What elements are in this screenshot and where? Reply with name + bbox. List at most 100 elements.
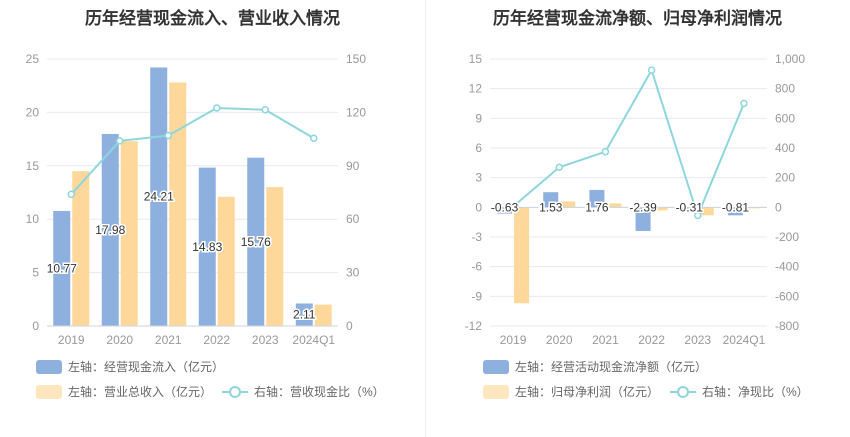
- y-axis-left-tick: -3: [471, 230, 482, 244]
- y-axis-left-tick: -6: [471, 260, 482, 274]
- legend-swatch: [36, 384, 62, 399]
- data-label: 1.76: [585, 200, 609, 214]
- y-axis-right-tick: -400: [775, 260, 799, 274]
- data-label: 17.98: [95, 223, 125, 237]
- x-axis-tick: 2024Q1: [292, 333, 335, 347]
- bar-series-2: [560, 201, 576, 208]
- y-axis-right-tick: 90: [346, 159, 360, 173]
- data-label: 14.83: [192, 240, 222, 254]
- bar-series-2: [266, 187, 284, 326]
- bar-series-2: [514, 207, 530, 304]
- x-axis-tick: 2020: [546, 333, 573, 347]
- chart-panel-cashflow-revenue: 历年经营现金流入、营业收入情况 0 5 10 15 20 25 0 30 60 90 120 150 2…: [26, 9, 385, 400]
- y-axis-left-tick: 12: [469, 82, 483, 96]
- y-axis-right-tick: 600: [775, 111, 795, 125]
- line-point: [164, 131, 172, 140]
- line-series: [70, 106, 315, 195]
- y-axis-left-tick: 5: [32, 266, 39, 280]
- y-axis-left-tick: 15: [26, 159, 40, 173]
- y-axis-right-tick: 200: [775, 171, 795, 185]
- bar-series-1: [589, 189, 605, 208]
- bar-series-2: [652, 207, 668, 211]
- y-axis-left-tick: 9: [475, 111, 482, 125]
- line-point: [740, 99, 748, 108]
- x-axis-tick: 2024Q1: [723, 333, 766, 347]
- legend-item-line[interactable]: 右轴：营收现金比（%）: [222, 383, 385, 400]
- y-axis-right-tick: 400: [775, 141, 795, 155]
- bar-series-2: [314, 304, 332, 326]
- x-axis-tick: 2021: [155, 333, 182, 347]
- x-axis-tick: 2019: [500, 333, 527, 347]
- data-label: 24.21: [144, 190, 174, 204]
- bar-series-1: [198, 167, 216, 326]
- legend-item-bar1[interactable]: 左轴：经营活动现金流净额（亿元）: [483, 358, 707, 375]
- bar-series-1: [543, 192, 559, 208]
- chart-title: 历年经营现金流入、营业收入情况: [85, 9, 340, 28]
- line-point: [647, 66, 656, 74]
- bar-series-1: [295, 303, 313, 326]
- data-label: 2.11: [293, 308, 316, 322]
- data-label: -2.39: [629, 200, 657, 214]
- chart-svg: 0 5 10 15 20 25 0 30 60 90 120 150 2019 2020 2021 2022 2…: [26, 52, 367, 347]
- legend-item-bar2[interactable]: 左轴：归母净利润（亿元）: [483, 383, 659, 400]
- legend-item-bar2[interactable]: 左轴：营业总收入（亿元）: [36, 383, 212, 400]
- y-axis-right-tick: 60: [346, 212, 360, 226]
- y-axis-right-tick: 0: [346, 319, 353, 333]
- bar-series-2: [606, 203, 622, 208]
- line-point: [116, 137, 124, 145]
- legend-swatch: [36, 359, 62, 374]
- y-axis-left-tick: 0: [32, 319, 39, 333]
- y-axis-right-tick: -800: [775, 319, 799, 333]
- legend-item-bar1[interactable]: 左轴：经营现金流入（亿元）: [36, 358, 224, 375]
- y-axis-right-tick: 0: [775, 200, 782, 214]
- bar-series-1: [53, 210, 71, 326]
- bar-series-1: [497, 207, 513, 214]
- y-axis-left-tick: 25: [26, 52, 40, 66]
- y-axis-left-tick: 15: [469, 52, 483, 66]
- data-label: 1.53: [539, 200, 563, 214]
- y-axis-right-tick: 150: [346, 52, 366, 66]
- y-axis-right-tick: 1,000: [775, 52, 805, 66]
- bar-series-2: [169, 82, 187, 326]
- panel-divider: [425, 0, 426, 437]
- line-point: [555, 163, 563, 172]
- data-label: -0.81: [722, 200, 750, 214]
- x-axis-tick: 2022: [203, 333, 230, 347]
- y-axis-right-tick: 800: [775, 82, 795, 96]
- x-axis-tick: 2022: [638, 333, 665, 347]
- x-axis-tick: 2021: [592, 333, 619, 347]
- data-label: 10.77: [47, 261, 77, 275]
- x-axis-tick: 2023: [252, 333, 279, 347]
- line-point: [601, 147, 610, 156]
- chart-svg: -12 -9 -6 -3 0 3 6 9 12 15 -800 -600 -400 -200 0 200 400…: [465, 52, 806, 347]
- y-axis-left-tick: 6: [475, 141, 482, 155]
- y-axis-left-tick: -9: [471, 289, 482, 303]
- legend-label: 左轴：经营现金流入（亿元）: [68, 360, 225, 374]
- y-axis-left-tick: 10: [26, 212, 40, 226]
- legend-item-line[interactable]: 右轴：净现比（%）: [670, 383, 809, 400]
- chart-panel-netcashflow-profit: 历年经营现金流净额、归母净利润情况 -12 -9 -6 -3 0 3 6 9 12 15 -800-…: [425, 0, 850, 437]
- y-axis-right-tick: 30: [346, 266, 360, 280]
- legend-label: 右轴：营收现金比（%）: [254, 385, 385, 399]
- y-axis-left-tick: 20: [26, 105, 40, 119]
- line-point: [67, 190, 75, 199]
- x-axis-tick: 2019: [58, 333, 85, 347]
- line-point: [694, 211, 702, 220]
- line-series: [512, 67, 745, 219]
- bar-series-1: [101, 133, 119, 326]
- y-axis-right-tick: 120: [346, 105, 366, 119]
- legend-line-marker: [222, 385, 248, 399]
- bar-series-1: [727, 207, 743, 216]
- legend-label: 右轴：净现比（%）: [702, 385, 809, 399]
- data-label: -0.63: [491, 200, 519, 214]
- y-axis-left-tick: 0: [475, 200, 482, 214]
- bar-series-1: [635, 207, 651, 231]
- data-label: -0.31: [676, 200, 704, 214]
- y-axis-right-tick: -600: [775, 289, 799, 303]
- legend-line-marker: [670, 385, 696, 399]
- bar-series-1: [247, 157, 265, 326]
- legend-swatch: [483, 359, 509, 374]
- y-axis-left-tick: -12: [465, 319, 483, 333]
- x-axis-tick: 2020: [106, 333, 133, 347]
- line-point: [310, 134, 318, 142]
